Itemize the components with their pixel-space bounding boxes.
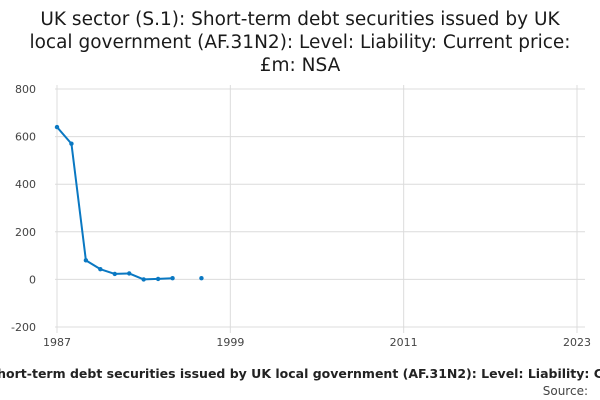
y-tick-label: 0 (29, 273, 36, 286)
y-tick-label: 800 (15, 83, 36, 96)
chart-title-line-1: UK sector (S.1): Short-term debt securit… (40, 9, 560, 30)
data-point (141, 277, 146, 282)
series-line (56, 126, 173, 281)
y-tick-label: 200 (15, 226, 36, 239)
y-tick-label: 400 (15, 178, 36, 191)
x-tick-label: 2011 (390, 336, 418, 349)
series-layer (54, 124, 204, 282)
x-axis-ticks: 1987 1999 2011 2023 (43, 336, 591, 349)
legend-series-label: Short-term debt securities issued by UK … (0, 366, 600, 381)
source-label: Source: (543, 384, 588, 398)
chart-title: UK sector (S.1): Short-term debt securit… (0, 8, 600, 77)
x-tick-label: 1999 (216, 336, 244, 349)
y-tick-label: -200 (11, 321, 36, 334)
x-tick-label: 2023 (563, 336, 591, 349)
x-tick-label: 1987 (43, 336, 71, 349)
data-point (98, 266, 103, 272)
data-point (155, 276, 161, 282)
y-tick-label: 600 (15, 131, 36, 144)
data-point (170, 276, 175, 281)
data-point (83, 258, 89, 263)
chart-title-line-2: local government (AF.31N2): Level: Liabi… (29, 32, 571, 53)
chart-title-line-3: £m: NSA (259, 55, 341, 76)
data-point (112, 271, 117, 277)
data-point (69, 141, 74, 146)
data-point (54, 124, 60, 130)
grid-lines (55, 85, 585, 333)
y-axis-ticks: -200 0 200 400 600 800 (11, 83, 36, 334)
data-point (127, 271, 132, 276)
data-point (199, 276, 204, 281)
